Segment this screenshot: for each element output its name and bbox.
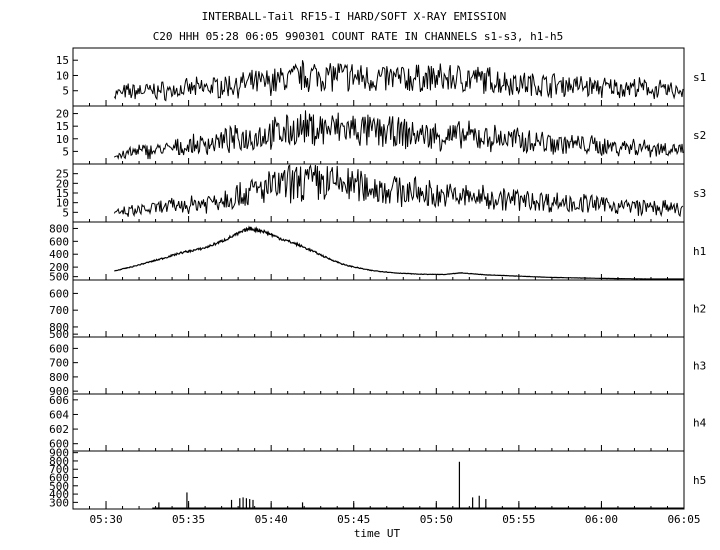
- channel-label-h1: h1: [693, 245, 706, 258]
- panel-frame-s3: [72, 163, 685, 223]
- y-tick-label-h3: 500: [49, 328, 69, 341]
- y-tick-label-s3: 25: [56, 168, 69, 181]
- y-tick-label-h5: 300: [49, 496, 69, 509]
- panel-frame-h2: [72, 279, 685, 338]
- y-tick-label-s3: 5: [62, 206, 69, 219]
- x-tick-label: 05:50: [420, 513, 453, 526]
- x-axis-label: time UT: [354, 527, 401, 540]
- chart-title: INTERBALL-Tail RF15-I HARD/SOFT X-RAY EM…: [202, 10, 507, 23]
- x-tick-label: 05:55: [502, 513, 535, 526]
- series-line-s3: [113, 164, 684, 218]
- panel-frame-h3: [72, 336, 685, 395]
- x-tick-label: 05:35: [172, 513, 205, 526]
- panels-group: 51015s15101520s2510152025s3200400600800h…: [49, 47, 707, 510]
- y-tick-label-s2: 5: [62, 145, 69, 158]
- y-tick-label-h3: 900: [49, 385, 69, 398]
- channel-label-h4: h4: [693, 417, 707, 430]
- y-tick-label-h1: 400: [49, 248, 69, 261]
- y-tick-label-h1: 600: [49, 235, 69, 248]
- y-tick-label-h2: 600: [49, 287, 69, 300]
- y-tick-label-h4: 600: [49, 438, 69, 451]
- y-tick-label-h4: 602: [49, 423, 69, 436]
- y-tick-label-h3: 700: [49, 357, 69, 370]
- y-tick-label-h5: 500: [49, 480, 69, 493]
- y-tick-label-h5: 700: [49, 463, 69, 476]
- x-tick-label: 05:30: [89, 513, 122, 526]
- y-tick-label-h2: 500: [49, 271, 69, 284]
- channel-label-s1: s1: [693, 71, 706, 84]
- channel-label-h3: h3: [693, 360, 706, 373]
- y-tick-label-h3: 600: [49, 342, 69, 355]
- y-tick-label-h2: 700: [49, 304, 69, 317]
- y-tick-label-s1: 10: [56, 69, 69, 82]
- y-tick-label-s1: 5: [62, 85, 69, 98]
- series-line-s1: [113, 60, 684, 102]
- panel-s1: 5 10 15 s1: [56, 47, 706, 107]
- y-tick-label-h5: 800: [49, 455, 69, 468]
- y-tick-label-s2: 10: [56, 133, 69, 146]
- y-tick-label-s3: 15: [56, 187, 69, 200]
- y-tick-label-s3: 10: [56, 197, 69, 210]
- y-tick-label-h1: 800: [49, 222, 69, 235]
- x-tick-label: 06:05: [667, 513, 700, 526]
- channel-label-s3: s3: [693, 187, 706, 200]
- x-axis: 05:30 05:35 05:40 05:45 05:50 05:55 06:00 06:05: [89, 501, 701, 526]
- channel-label-h5: h5: [693, 474, 706, 487]
- y-tick-label-s2: 20: [56, 108, 69, 121]
- y-tick-label-h5: 400: [49, 488, 69, 501]
- channel-label-s2: s2: [693, 129, 706, 142]
- channel-label-h2: h2: [693, 303, 706, 316]
- y-tick-label-h3: 800: [49, 371, 69, 384]
- panel-h2: 500 600 700 800 h2: [49, 271, 706, 338]
- y-tick-label-h1: 200: [49, 261, 69, 274]
- x-tick-label: 06:00: [585, 513, 618, 526]
- series-line-h1: [114, 225, 684, 280]
- panel-frame-h4: [72, 393, 685, 452]
- chart-subtitle: C20 HHH 05:28 06:05 990301 COUNT RATE IN…: [153, 30, 564, 43]
- x-tick-label: 05:45: [337, 513, 370, 526]
- y-tick-label-h2: 800: [49, 321, 69, 334]
- y-tick-label-s1: 15: [56, 54, 69, 67]
- y-tick-label-h4: 606: [49, 394, 69, 407]
- y-tick-label-h4: 604: [49, 408, 69, 421]
- y-tick-label-h5: 900: [49, 447, 69, 460]
- series-line-s2: [113, 110, 684, 160]
- y-tick-label-h5: 600: [49, 472, 69, 485]
- x-tick-label: 05:40: [255, 513, 288, 526]
- y-tick-label-s3: 20: [56, 177, 69, 190]
- y-tick-label-s2: 15: [56, 120, 69, 133]
- panel-frame-h5: [72, 450, 685, 510]
